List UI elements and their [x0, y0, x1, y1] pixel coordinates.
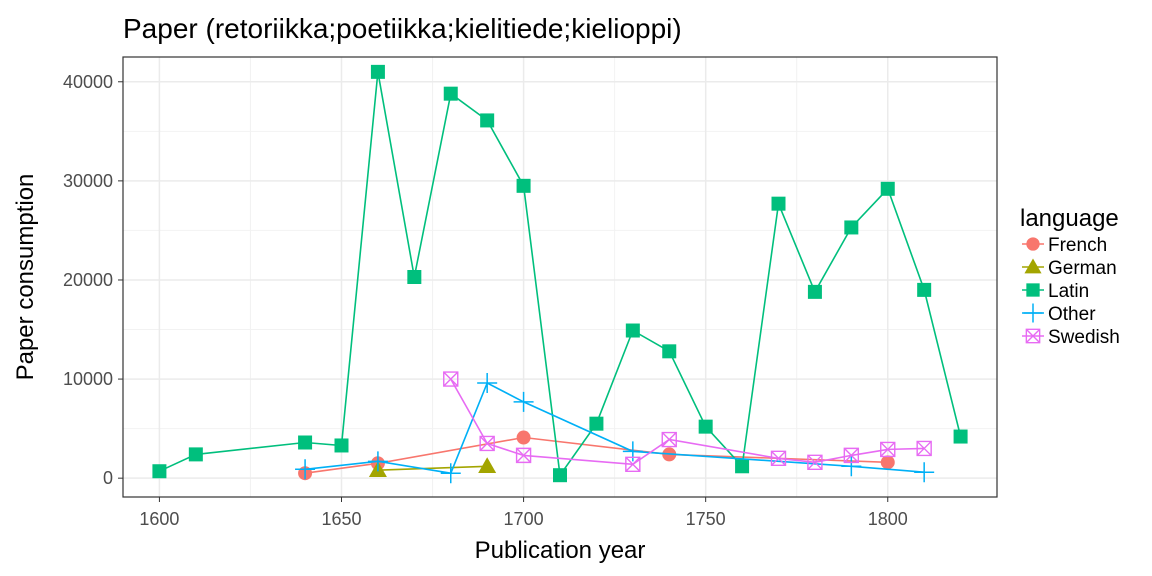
- data-point-swedish: [661, 431, 677, 448]
- series-line-german: [377, 465, 488, 471]
- data-point-latin: [589, 416, 604, 431]
- legend-item-other: Other: [1022, 303, 1096, 325]
- data-point-latin: [844, 220, 859, 235]
- data-point-french: [880, 455, 895, 470]
- series-swedish: [443, 371, 932, 472]
- data-point-swedish: [843, 447, 860, 464]
- y-tick-label: 10000: [63, 369, 113, 389]
- series-latin: [152, 64, 968, 483]
- grid: [123, 57, 997, 497]
- data-point-swedish: [515, 447, 532, 464]
- data-point-latin: [298, 435, 313, 450]
- legend-item-french: French: [1022, 235, 1107, 256]
- data-point-latin: [516, 178, 531, 193]
- legend-label-swedish: Swedish: [1048, 327, 1120, 348]
- data-point-latin: [443, 86, 458, 101]
- data-point-latin: [662, 344, 677, 359]
- data-point-latin: [152, 464, 167, 479]
- x-tick-label: 1750: [686, 509, 726, 529]
- data-point-other: [914, 462, 935, 483]
- legend-key-marker-german: [1024, 258, 1042, 274]
- legend-item-german: German: [1022, 258, 1117, 279]
- legend-key-marker-latin: [1026, 283, 1040, 297]
- axes: 1600 1650 1700 1750 1800 0 10000 20000 30000 4000…: [63, 56, 998, 529]
- data-point-latin: [880, 181, 895, 196]
- data-point-latin: [953, 429, 968, 444]
- series-layer: [152, 64, 968, 484]
- y-tick-label: 0: [103, 468, 113, 488]
- data-point-latin: [553, 468, 567, 483]
- legend-key-marker-other: [1023, 303, 1043, 323]
- data-point-latin: [480, 113, 495, 128]
- data-point-latin: [735, 459, 750, 474]
- data-point-latin: [698, 419, 713, 434]
- series-other: [295, 373, 935, 484]
- data-point-other: [367, 451, 388, 472]
- plot-panel-border: [122, 56, 998, 498]
- data-point-swedish: [443, 371, 459, 387]
- data-point-latin: [334, 438, 349, 453]
- legend-label-french: French: [1048, 235, 1107, 256]
- series-line-other: [305, 381, 925, 475]
- series-line-swedish: [450, 378, 925, 466]
- legend-title: language: [1020, 205, 1119, 232]
- data-point-latin: [370, 64, 385, 79]
- data-point-german: [478, 457, 497, 474]
- chart-title: Paper (retoriikka;poetiikka;kielitiede;k…: [123, 13, 682, 44]
- data-point-swedish: [770, 450, 787, 467]
- y-axis-title: Paper consumption: [12, 174, 39, 381]
- x-tick-label: 1800: [868, 509, 908, 529]
- series-line-french: [304, 436, 888, 474]
- data-point-swedish: [479, 435, 495, 452]
- legend-key-marker-swedish: [1025, 328, 1041, 344]
- data-point-swedish: [880, 441, 896, 458]
- data-point-latin: [625, 323, 640, 338]
- data-point-latin: [917, 282, 932, 297]
- legend-item-swedish: Swedish: [1022, 327, 1120, 348]
- y-tick-label: 40000: [63, 72, 113, 92]
- legend-key-marker-french: [1026, 237, 1040, 251]
- data-point-other: [295, 459, 316, 480]
- data-point-other: [622, 441, 643, 462]
- data-point-latin: [807, 284, 822, 299]
- x-tick-label: 1650: [321, 509, 361, 529]
- data-point-latin: [771, 196, 786, 211]
- data-point-latin: [188, 447, 203, 462]
- data-point-other: [477, 373, 498, 394]
- legend-label-other: Other: [1048, 304, 1096, 325]
- data-point-french: [516, 430, 531, 445]
- data-point-latin: [407, 270, 422, 284]
- data-point-swedish: [625, 456, 641, 472]
- data-point-swedish: [807, 454, 823, 471]
- y-tick-label: 20000: [63, 270, 113, 290]
- legend-item-latin: Latin: [1022, 281, 1089, 302]
- y-tick-label: 30000: [63, 171, 113, 191]
- series-line-latin: [159, 71, 962, 478]
- data-point-other: [841, 456, 862, 477]
- data-point-other: [513, 391, 534, 412]
- legend-label-latin: Latin: [1048, 281, 1089, 302]
- x-tick-label: 1600: [139, 509, 179, 529]
- data-point-other: [440, 463, 461, 484]
- x-tick-label: 1700: [504, 509, 544, 529]
- data-point-swedish: [916, 440, 932, 457]
- series-french: [298, 430, 895, 481]
- legend-label-german: German: [1048, 258, 1117, 279]
- x-axis-title: Publication year: [475, 537, 646, 564]
